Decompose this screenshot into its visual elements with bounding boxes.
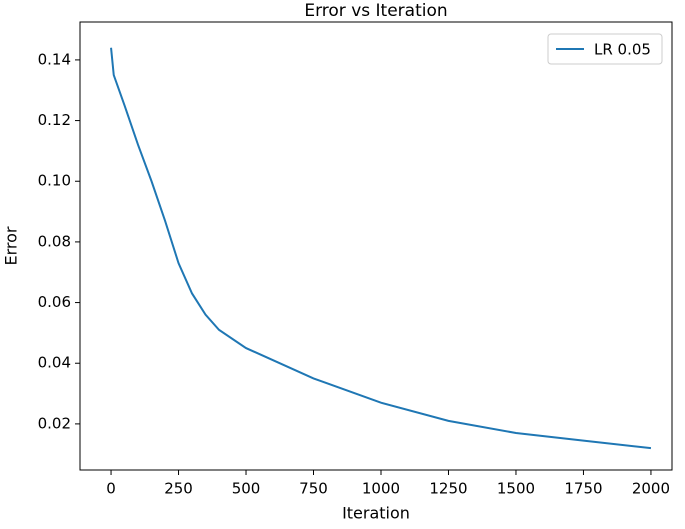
y-tick-label: 0.10 [38, 172, 71, 190]
y-axis-label: Error [2, 226, 21, 265]
line [110, 47, 652, 450]
plot-frame [79, 21, 673, 471]
legend-box [547, 33, 663, 65]
y-tick-label: 0.12 [38, 111, 71, 129]
x-tick-label: 1750 [564, 480, 602, 498]
x-tick-label: 500 [232, 480, 261, 498]
x-tick-label: 250 [164, 480, 193, 498]
x-tick-label: 1000 [362, 480, 400, 498]
x-tick-label: 750 [299, 480, 328, 498]
x-tick-label: 2000 [632, 480, 670, 498]
x-tick-label: 1500 [497, 480, 535, 498]
x-tick-label: 0 [106, 480, 116, 498]
y-tick-label: 0.08 [38, 232, 71, 250]
chart-title: Error vs Iteration [304, 1, 447, 21]
y-tick-label: 0.14 [38, 50, 71, 68]
y-tick-label: 0.02 [38, 414, 71, 432]
y-tick-label: 0.04 [38, 354, 71, 372]
x-tick-label: 1250 [429, 480, 467, 498]
y-tick-label: 0.06 [38, 293, 71, 311]
x-axis-label: Iteration [342, 504, 410, 523]
legend-label: LR 0.05 [594, 41, 651, 59]
